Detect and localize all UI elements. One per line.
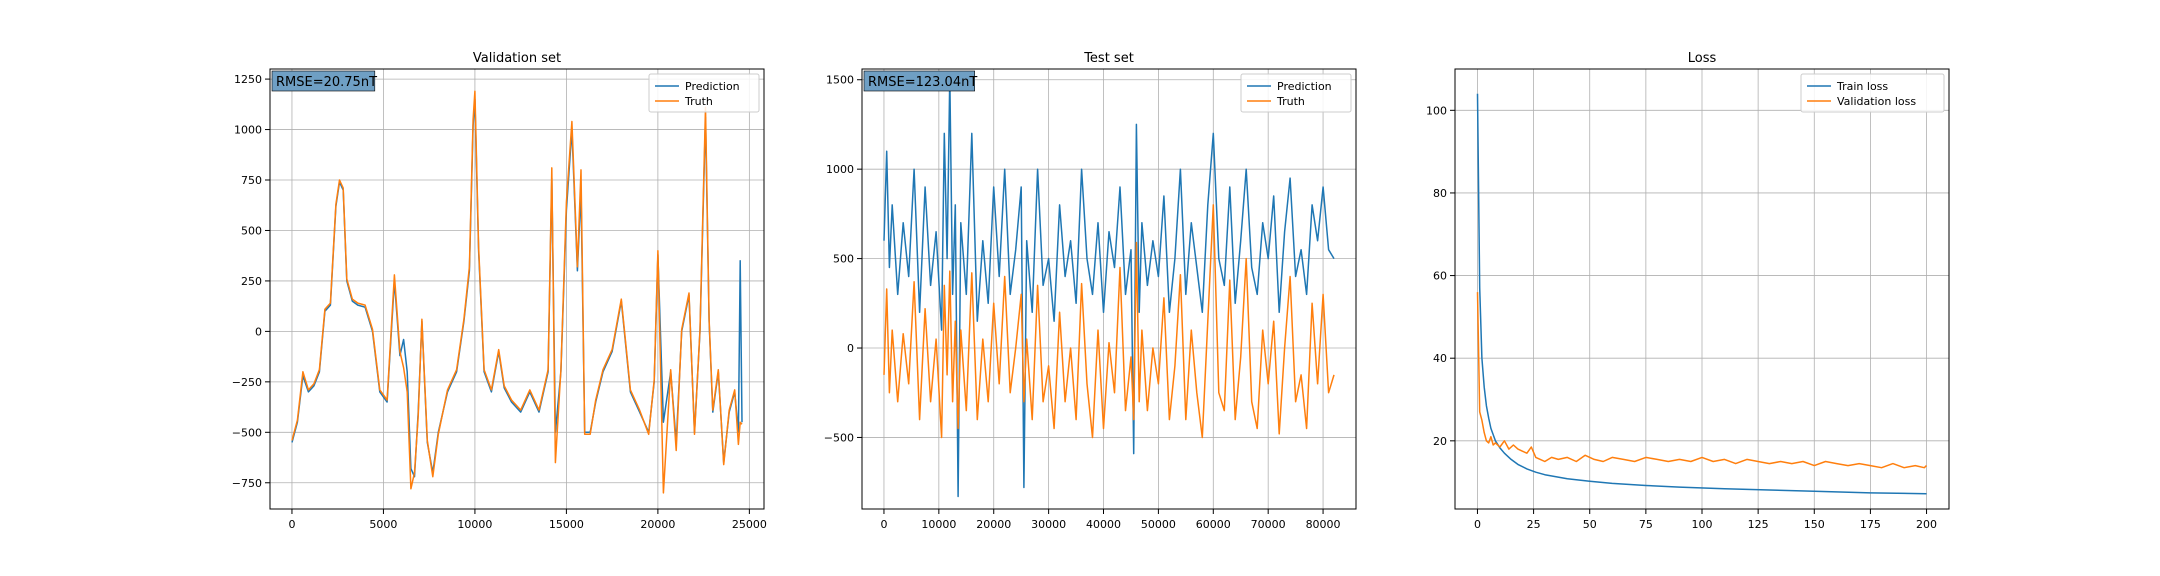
y-tick-label: 750 xyxy=(241,174,262,187)
y-tick-label: 1500 xyxy=(826,74,854,87)
x-tick-label: 10000 xyxy=(921,518,956,531)
x-tick-label: 0 xyxy=(288,518,295,531)
series-line-truth xyxy=(291,90,743,494)
rmse-box xyxy=(863,70,975,92)
series-line-prediction xyxy=(883,75,1335,498)
x-tick-label: 20000 xyxy=(976,518,1011,531)
legend: Train loss Validation loss xyxy=(1800,73,1945,113)
x-tick-label: 100 xyxy=(1692,518,1713,531)
y-tick-label: −750 xyxy=(232,477,262,490)
y-tick-label: 1000 xyxy=(826,163,854,176)
x-tick-label: 5000 xyxy=(369,518,397,531)
plot-frame xyxy=(861,68,1357,510)
x-tick-label: 125 xyxy=(1748,518,1769,531)
rmse-box xyxy=(271,70,376,92)
y-tick-label: 40 xyxy=(1433,352,1447,365)
x-tick-label: 15000 xyxy=(549,518,584,531)
x-tick-label: 20000 xyxy=(640,518,675,531)
plot-frame xyxy=(269,68,765,510)
chart-title: Validation set xyxy=(473,51,561,66)
x-tick-label: 75 xyxy=(1639,518,1653,531)
legend-label: Train loss xyxy=(1836,80,1888,93)
y-tick-label: 100 xyxy=(1426,104,1447,117)
legend-label: Truth xyxy=(1276,95,1305,108)
series-line-train-loss xyxy=(1476,93,1927,495)
chart-title: Loss xyxy=(1688,51,1717,66)
x-tick-label: 80000 xyxy=(1306,518,1341,531)
y-tick-label: 80 xyxy=(1433,187,1447,200)
y-tick-label: 1250 xyxy=(234,73,262,86)
y-tick-label: −500 xyxy=(232,426,262,439)
legend-label: Validation loss xyxy=(1837,95,1916,108)
y-tick-label: 500 xyxy=(241,224,262,237)
y-tick-label: 0 xyxy=(255,325,262,338)
y-tick-label: 500 xyxy=(833,253,854,266)
x-tick-label: 0 xyxy=(1474,518,1481,531)
x-tick-label: 0 xyxy=(880,518,887,531)
x-tick-label: 175 xyxy=(1860,518,1881,531)
legend-box xyxy=(648,73,760,113)
x-tick-label: 200 xyxy=(1916,518,1937,531)
x-tick-label: 25 xyxy=(1527,518,1541,531)
x-tick-label: 150 xyxy=(1804,518,1825,531)
y-tick-label: 250 xyxy=(241,275,262,288)
x-tick-label: 25000 xyxy=(732,518,767,531)
y-tick-label: −250 xyxy=(232,376,262,389)
x-tick-label: 10000 xyxy=(457,518,492,531)
y-tick-label: 60 xyxy=(1433,270,1447,283)
legend-label: Truth xyxy=(684,95,713,108)
series-line-validation-loss xyxy=(1476,292,1928,469)
chart-title: Test set xyxy=(1083,51,1134,66)
rmse-text: RMSE=20.75nT xyxy=(276,75,377,90)
legend-label: Prediction xyxy=(1277,80,1332,93)
x-tick-label: 70000 xyxy=(1251,518,1286,531)
y-tick-label: −500 xyxy=(824,431,854,444)
x-tick-label: 60000 xyxy=(1196,518,1231,531)
legend: Prediction Truth xyxy=(648,73,760,113)
legend-label: Prediction xyxy=(685,80,740,93)
y-tick-label: 0 xyxy=(847,342,854,355)
legend-box xyxy=(1800,73,1945,113)
legend: Prediction Truth xyxy=(1240,73,1352,113)
chart-panel-3: Loss 0 25 50 75 100 125 150 175 200 20 40 60 80 100 Tra… xyxy=(1426,51,1950,531)
x-tick-label: 50000 xyxy=(1141,518,1176,531)
legend-box xyxy=(1240,73,1352,113)
x-tick-label: 40000 xyxy=(1086,518,1121,531)
series-line-truth xyxy=(883,204,1335,439)
x-tick-label: 50 xyxy=(1583,518,1597,531)
rmse-annotation: RMSE=20.75nT xyxy=(271,70,377,92)
x-tick-label: 30000 xyxy=(1031,518,1066,531)
rmse-annotation: RMSE=123.04nT xyxy=(863,70,977,92)
y-tick-label: 1000 xyxy=(234,124,262,137)
y-tick-label: 20 xyxy=(1433,435,1447,448)
plot-frame xyxy=(1454,68,1950,510)
rmse-text: RMSE=123.04nT xyxy=(868,75,977,90)
